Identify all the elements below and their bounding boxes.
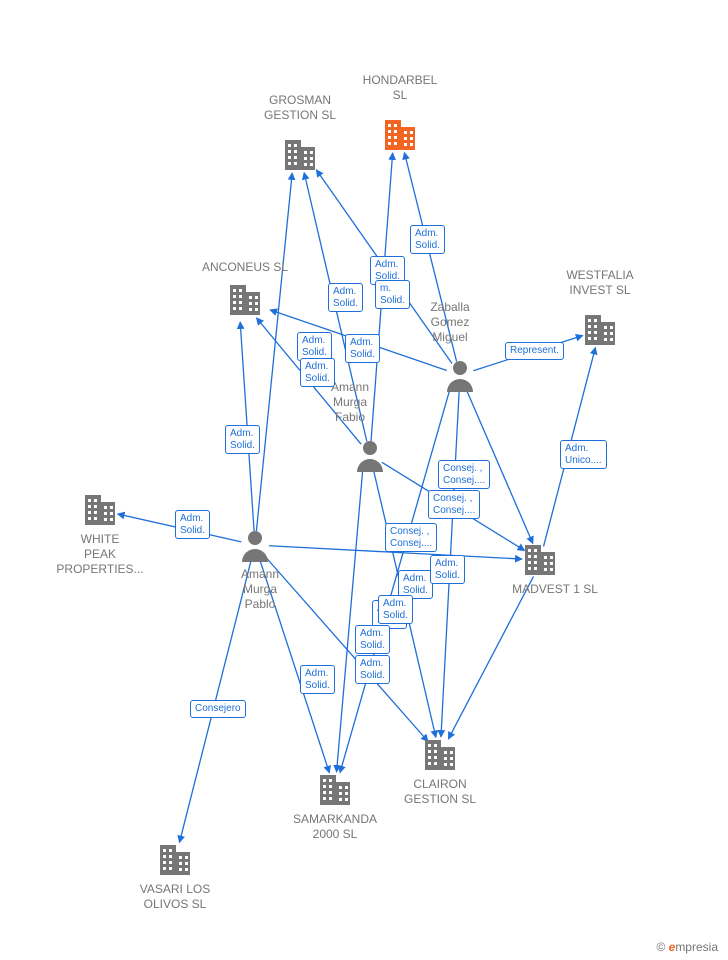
building-icon[interactable] xyxy=(230,285,260,315)
edge xyxy=(441,389,459,737)
network-diagram xyxy=(0,0,728,960)
edge xyxy=(371,153,393,441)
building-icon[interactable] xyxy=(525,545,555,575)
edge xyxy=(256,173,292,531)
person-icon[interactable] xyxy=(447,361,473,392)
edge xyxy=(179,559,251,843)
edge xyxy=(240,322,254,531)
brand-logo-rest: mpresia xyxy=(675,940,718,954)
edge xyxy=(340,388,450,772)
edge xyxy=(448,576,533,739)
building-icon[interactable] xyxy=(320,775,350,805)
edge xyxy=(337,469,363,772)
building-icon[interactable] xyxy=(160,845,190,875)
building-icon[interactable] xyxy=(585,315,615,345)
edge xyxy=(118,514,242,542)
building-icon[interactable] xyxy=(425,740,455,770)
edge xyxy=(404,152,456,361)
edge xyxy=(269,546,522,559)
person-icon[interactable] xyxy=(357,441,383,472)
building-icon[interactable] xyxy=(285,140,315,170)
building-icon[interactable] xyxy=(85,495,115,525)
person-icon[interactable] xyxy=(242,531,268,562)
edge xyxy=(544,347,596,546)
building-icon[interactable] xyxy=(385,120,415,150)
edge xyxy=(473,336,583,371)
edge xyxy=(256,318,361,444)
edge xyxy=(373,469,436,738)
edge xyxy=(304,173,367,442)
copyright-symbol: © xyxy=(656,940,665,954)
copyright-footer: © empresia xyxy=(656,940,718,954)
